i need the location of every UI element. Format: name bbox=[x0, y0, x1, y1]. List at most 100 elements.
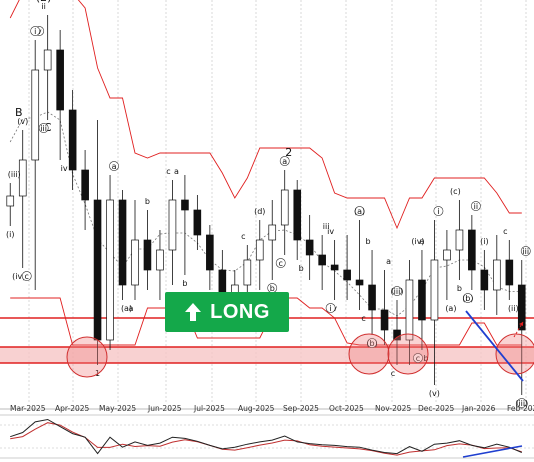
wave-label-circle bbox=[354, 206, 365, 216]
wave-label-circle bbox=[413, 353, 423, 363]
candle-body bbox=[517, 284, 526, 331]
low-circle-oct bbox=[348, 333, 390, 375]
candle-body bbox=[505, 259, 514, 286]
long-signal-badge: LONG bbox=[165, 292, 289, 332]
wave-label: c bbox=[503, 227, 507, 236]
candle-body bbox=[493, 259, 501, 291]
candle-body bbox=[81, 169, 89, 201]
low-circle-apr bbox=[66, 336, 108, 378]
x-tick-label: Oct-2025 bbox=[329, 404, 364, 413]
x-tick-label: Apr-2025 bbox=[55, 404, 90, 413]
candle-body bbox=[418, 279, 426, 321]
wave-label: b bbox=[423, 354, 428, 363]
candle-body bbox=[318, 254, 326, 266]
wave-label: (iii) bbox=[8, 170, 21, 179]
wave-label: b bbox=[270, 284, 275, 293]
candle-body bbox=[68, 109, 77, 171]
wave-label: iv bbox=[327, 227, 334, 236]
wave-label: (v) bbox=[17, 117, 28, 126]
price-panel-bg bbox=[0, 0, 534, 402]
wave-label: c bbox=[166, 167, 170, 176]
candles-group bbox=[6, 15, 526, 395]
wave-label-circle bbox=[462, 293, 473, 303]
wave-label-circle bbox=[516, 398, 527, 408]
x-tick-label: Jan-2026 bbox=[461, 404, 496, 413]
wave-label-circle bbox=[520, 246, 531, 256]
candle-body bbox=[181, 199, 189, 211]
wave-label: (i) bbox=[480, 237, 488, 246]
wave-label: iii bbox=[323, 222, 330, 231]
candle-body bbox=[143, 239, 152, 271]
wave-label: ii bbox=[474, 202, 478, 211]
x-axis: Mar-2025 Apr-2025 May-2025 Jun-2025 Jul-… bbox=[10, 404, 534, 413]
wave-label: b bbox=[457, 284, 462, 293]
wave-label: a bbox=[129, 304, 134, 313]
x-tick-label: May-2025 bbox=[99, 404, 136, 413]
wave-label: (b) bbox=[366, 339, 377, 348]
wave-label: c bbox=[391, 369, 395, 378]
wave-label-circle bbox=[470, 201, 481, 211]
up-arrow-icon bbox=[185, 303, 202, 321]
wave-label: ii bbox=[41, 2, 45, 11]
low-circle-feb bbox=[495, 333, 534, 375]
candle-body bbox=[455, 229, 464, 251]
candle-body bbox=[118, 199, 127, 286]
wave-label-circle bbox=[392, 286, 402, 296]
wave-label: (iii) bbox=[515, 399, 528, 408]
x-tick-label: Nov-2025 bbox=[375, 404, 411, 413]
wave-label: c bbox=[241, 232, 245, 241]
wave-label: (a) bbox=[354, 207, 365, 216]
wave-label: (a) bbox=[445, 304, 456, 313]
wave-label-circle bbox=[279, 156, 290, 166]
wave-label: 2 bbox=[285, 146, 292, 159]
wave-label: a bbox=[112, 162, 117, 171]
candle-body bbox=[56, 49, 64, 111]
candle-body bbox=[193, 209, 202, 236]
wave-label: iii bbox=[522, 247, 529, 256]
indicator-panel-bg bbox=[0, 410, 534, 462]
x-tick-label: Feb-2026 bbox=[507, 404, 534, 413]
candle-body bbox=[368, 284, 376, 311]
candle-body bbox=[206, 234, 214, 271]
candle-body bbox=[330, 264, 339, 271]
candle-body bbox=[18, 159, 27, 197]
x-tick-label: Mar-2025 bbox=[10, 404, 46, 413]
wave-label-circle bbox=[30, 26, 41, 36]
wave-label: iii bbox=[40, 124, 47, 133]
wave-label: c bbox=[25, 272, 29, 281]
wave-label: b bbox=[182, 279, 187, 288]
wave-label-circle bbox=[433, 206, 444, 216]
candle-body bbox=[480, 269, 489, 291]
candle-body bbox=[168, 199, 177, 251]
badge-label: LONG bbox=[210, 300, 270, 323]
wave-label: b bbox=[366, 237, 371, 246]
x-tick-label: Jul-2025 bbox=[193, 404, 225, 413]
candle-body bbox=[31, 69, 40, 161]
wave-label: c bbox=[416, 354, 420, 363]
candle-body bbox=[443, 249, 451, 261]
wave-labels-group: (2)Cviiiiivii(i)(iii)(iv)(v)cB1aab(a)cba… bbox=[6, 0, 531, 408]
x-tick-label: Aug-2025 bbox=[238, 404, 275, 413]
candle-body bbox=[156, 249, 164, 271]
candle-body bbox=[468, 229, 476, 271]
candle-body bbox=[305, 239, 314, 256]
wave-label: b bbox=[145, 197, 150, 206]
x-tick-label: Jun-2025 bbox=[147, 404, 182, 413]
wave-label: a bbox=[282, 157, 287, 166]
wave-label-circle bbox=[38, 123, 49, 133]
wave-label: (iii) bbox=[391, 287, 404, 296]
candle-body bbox=[131, 239, 139, 286]
wave-label: (b) bbox=[462, 294, 473, 303]
wave-label-circle bbox=[367, 338, 377, 348]
wave-label-circle bbox=[21, 271, 32, 281]
wave-label: (i) bbox=[6, 230, 14, 239]
wave-label: a bbox=[174, 167, 179, 176]
wave-label: b bbox=[299, 264, 304, 273]
candle-body bbox=[43, 49, 52, 71]
candle-body bbox=[106, 199, 114, 341]
candle-body bbox=[93, 199, 102, 341]
projection-arrowhead bbox=[519, 322, 523, 326]
wave-label: (2) bbox=[36, 0, 52, 4]
upper-band bbox=[9, 0, 522, 230]
candle-body bbox=[355, 279, 364, 286]
